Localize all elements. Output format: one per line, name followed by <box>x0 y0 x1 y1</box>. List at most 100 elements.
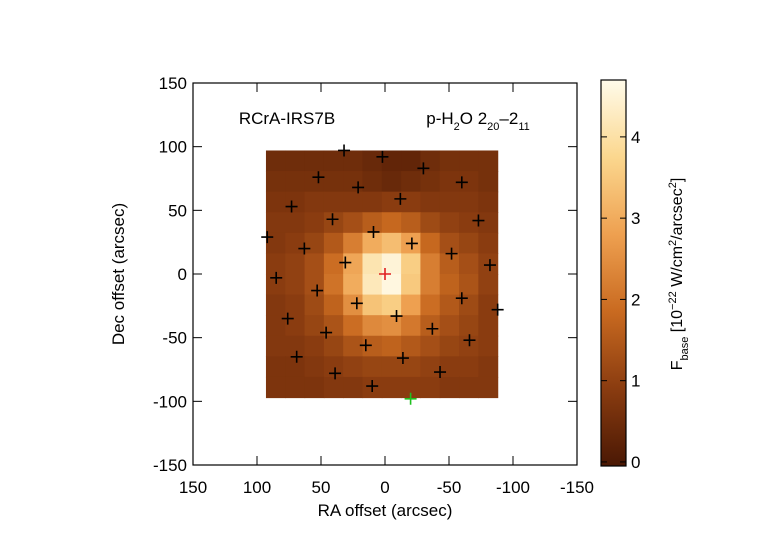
colorbar-tick-label: 2 <box>631 290 640 309</box>
x-axis-label: RA offset (arcsec) <box>318 501 453 520</box>
heat-cell <box>343 315 364 337</box>
heat-cell <box>459 232 479 255</box>
heat-cell <box>478 191 499 213</box>
heat-cell <box>304 315 325 337</box>
heat-cell <box>439 315 460 337</box>
heat-cell <box>381 150 402 172</box>
heat-cell <box>459 212 479 234</box>
marker <box>472 214 485 227</box>
heat-cell <box>420 315 441 337</box>
text-part: [10 <box>669 310 686 337</box>
heat-cell <box>381 335 402 357</box>
heat-cell <box>343 294 364 316</box>
heat-cell <box>343 191 364 213</box>
heat-cell <box>381 315 402 337</box>
y-tick-label: 100 <box>159 138 187 157</box>
heat-cell <box>285 315 306 337</box>
heat-cell <box>478 315 499 337</box>
heat-cell <box>420 294 441 316</box>
marker <box>483 259 496 272</box>
marker <box>339 256 352 269</box>
x-tick-label: -50 <box>437 478 462 497</box>
heat-cell <box>459 274 479 296</box>
heat-cell <box>439 150 460 172</box>
heat-cell <box>401 356 422 378</box>
marker <box>312 171 325 184</box>
heat-cell <box>285 191 306 213</box>
heat-cell <box>439 191 460 213</box>
heat-cell <box>439 356 460 378</box>
marker <box>352 181 365 194</box>
marker <box>329 367 342 380</box>
heat-cell <box>343 376 364 399</box>
heat-cell <box>401 191 422 213</box>
heat-cell <box>381 376 402 399</box>
marker <box>417 162 430 175</box>
heat-cell <box>459 335 479 357</box>
marker <box>445 247 458 260</box>
heat-cell <box>265 274 286 296</box>
marker <box>396 352 409 365</box>
heat-cell <box>420 376 441 399</box>
heat-cell <box>323 376 344 399</box>
heat-cell <box>420 356 441 378</box>
marker <box>359 339 372 352</box>
heat-cell <box>459 253 479 275</box>
heat-cell <box>381 356 402 378</box>
heat-cell <box>459 315 479 337</box>
heat-cell <box>439 232 460 255</box>
heat-cell <box>323 294 344 316</box>
x-tick-label: 0 <box>380 478 389 497</box>
heat-cell <box>420 171 441 193</box>
axes: 150 100 50 0 -50 -100 -150 -150 -100 -50 0 50 100 150 <box>153 74 594 497</box>
heat-cell <box>478 253 499 275</box>
heat-cell <box>478 171 499 193</box>
y-tick-label: -50 <box>162 329 187 348</box>
heat-cell <box>323 212 344 234</box>
heat-cell <box>285 150 306 172</box>
heat-cell <box>459 191 479 213</box>
heat-cell <box>420 253 441 275</box>
heat-cell <box>478 356 499 378</box>
heat-cell <box>285 356 306 378</box>
x-tick-label: -100 <box>496 478 530 497</box>
heat-cell <box>304 232 325 255</box>
heat-cell <box>304 253 325 275</box>
heat-cell <box>343 212 364 234</box>
heat-cell <box>343 171 364 193</box>
marker <box>320 326 333 339</box>
heatmap <box>265 150 499 399</box>
heat-cell <box>478 376 499 399</box>
marker <box>434 366 447 379</box>
marker <box>455 292 468 305</box>
heat-cell <box>478 150 499 172</box>
heat-cell <box>459 356 479 378</box>
heat-cell <box>265 232 286 255</box>
heat-cell <box>420 274 441 296</box>
text-part: 2 <box>667 182 679 188</box>
heat-cell <box>420 232 441 255</box>
heat-cell <box>304 150 325 172</box>
heat-cell <box>265 212 286 234</box>
text-part: 2 <box>454 121 460 133</box>
heat-cell <box>265 294 286 316</box>
heat-cell <box>323 335 344 357</box>
heat-cell <box>285 171 306 193</box>
text-part: 11 <box>518 121 529 133</box>
heat-cell <box>323 253 344 275</box>
marker <box>367 225 380 238</box>
heat-cell <box>401 212 422 234</box>
heat-cell <box>304 335 325 357</box>
heat-cell <box>323 356 344 378</box>
heat-cell <box>343 274 364 296</box>
heat-cell <box>285 212 306 234</box>
heat-cell <box>285 335 306 357</box>
heat-cell <box>439 376 460 399</box>
marker <box>491 303 504 316</box>
heat-cell <box>362 274 383 296</box>
marker <box>290 350 303 363</box>
heat-cell <box>381 274 402 296</box>
heat-cell <box>323 191 344 213</box>
heat-cell <box>478 294 499 316</box>
heat-cell <box>343 335 364 357</box>
